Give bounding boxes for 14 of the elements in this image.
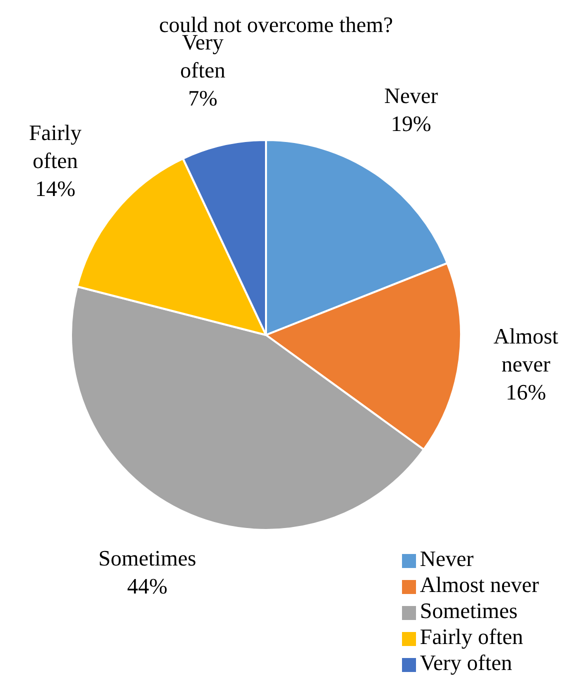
- legend-label: Never: [420, 546, 474, 571]
- slice-label: Sometimes: [98, 545, 196, 570]
- legend-label: Fairly often: [420, 624, 524, 649]
- slice-label: Never: [384, 82, 439, 108]
- slice-label: Fairly often: [28, 119, 82, 172]
- data-label: 19%: [390, 110, 432, 136]
- data-label: 7%: [188, 84, 218, 110]
- data-label: 16%: [506, 378, 546, 404]
- slice-label: Almost never: [493, 322, 558, 376]
- data-label: 14%: [35, 175, 76, 200]
- legend-label: Very often: [420, 650, 512, 675]
- data-label: 44%: [127, 573, 168, 598]
- legend-label: Sometimes: [420, 598, 518, 623]
- legend-label: Almost never: [420, 572, 539, 597]
